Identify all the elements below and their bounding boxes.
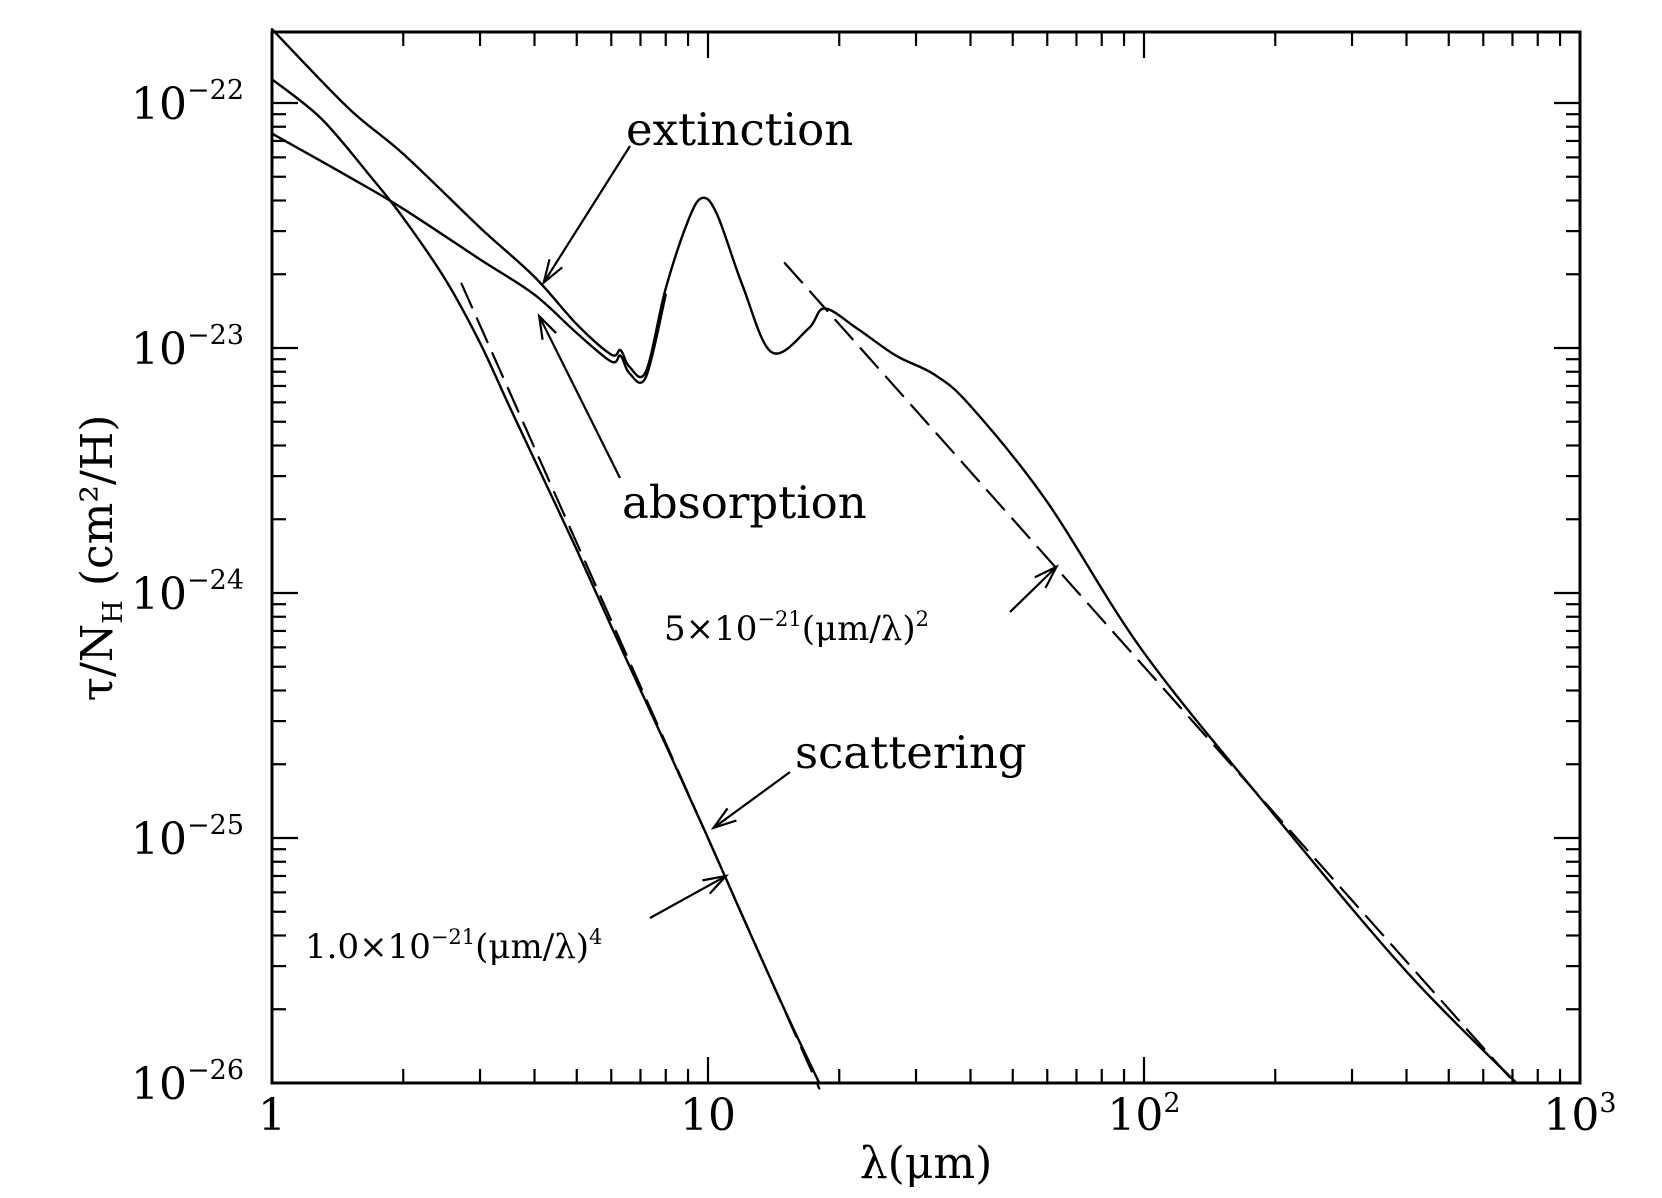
arrow-absorption-head — [537, 312, 557, 340]
annotation-arrows — [537, 145, 1060, 919]
y-tick-label: 10−23 — [131, 320, 244, 375]
x-tick-label: 1 — [258, 1090, 286, 1141]
x-axis-label: λ(μm) — [860, 1138, 993, 1189]
x-tick-labels: 1 10 102 103 — [258, 1088, 1617, 1141]
x-tick-label: 103 — [1543, 1088, 1616, 1141]
series-fit-3-line — [460, 282, 821, 1090]
y-tick-label: 10−24 — [131, 565, 244, 620]
series-fit-4-line — [783, 262, 1518, 1087]
annotation-absorption: absorption — [622, 476, 867, 529]
plot-frame — [270, 30, 1582, 1085]
arrow-scattering-head — [710, 807, 737, 830]
axis-ticks — [272, 32, 1582, 1083]
arrow-formula-lambda2-head — [1034, 564, 1060, 589]
y-tick-label: 10−25 — [131, 810, 244, 865]
y-tick-label: 10−22 — [131, 75, 244, 130]
arrow-scattering — [712, 771, 791, 829]
arrow-extinction-head — [541, 258, 563, 286]
annotation-formula-lambda4: 1.0×10−21(μm/λ)4 — [305, 925, 602, 967]
chart-series — [270, 28, 1518, 1090]
y-axis-label: τ/NH (cm²/H) — [72, 415, 129, 702]
y-tick-labels: 10−22 10−23 10−24 10−25 10−26 — [131, 75, 244, 1110]
arrow-absorption — [538, 315, 621, 479]
x-tick-label: 102 — [1107, 1088, 1180, 1141]
series-absorption-line — [270, 132, 667, 384]
annotation-extinction: extinction — [626, 103, 853, 156]
arrow-extinction — [542, 145, 631, 284]
arrow-formula-lambda4 — [649, 874, 727, 919]
annotation-scattering: scattering — [795, 726, 1027, 779]
arrow-formula-lambda4-head — [702, 874, 730, 895]
x-tick-label: 10 — [680, 1090, 736, 1141]
annotation-formula-lambda2: 5×10−21(μm/λ)2 — [664, 607, 929, 649]
series-scattering-line — [270, 78, 821, 1085]
y-tick-label: 10−26 — [131, 1055, 244, 1110]
arrow-formula-lambda2 — [1009, 565, 1058, 613]
